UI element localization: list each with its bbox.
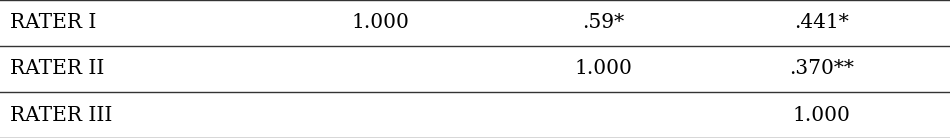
Text: 1.000: 1.000 bbox=[575, 59, 632, 79]
Text: .441*: .441* bbox=[794, 14, 849, 32]
Text: RATER I: RATER I bbox=[10, 14, 96, 32]
Text: .59*: .59* bbox=[582, 14, 624, 32]
Text: RATER II: RATER II bbox=[10, 59, 104, 79]
Text: .370**: .370** bbox=[789, 59, 854, 79]
Text: 1.000: 1.000 bbox=[793, 106, 850, 124]
Text: 1.000: 1.000 bbox=[352, 14, 408, 32]
Text: RATER III: RATER III bbox=[10, 106, 112, 124]
